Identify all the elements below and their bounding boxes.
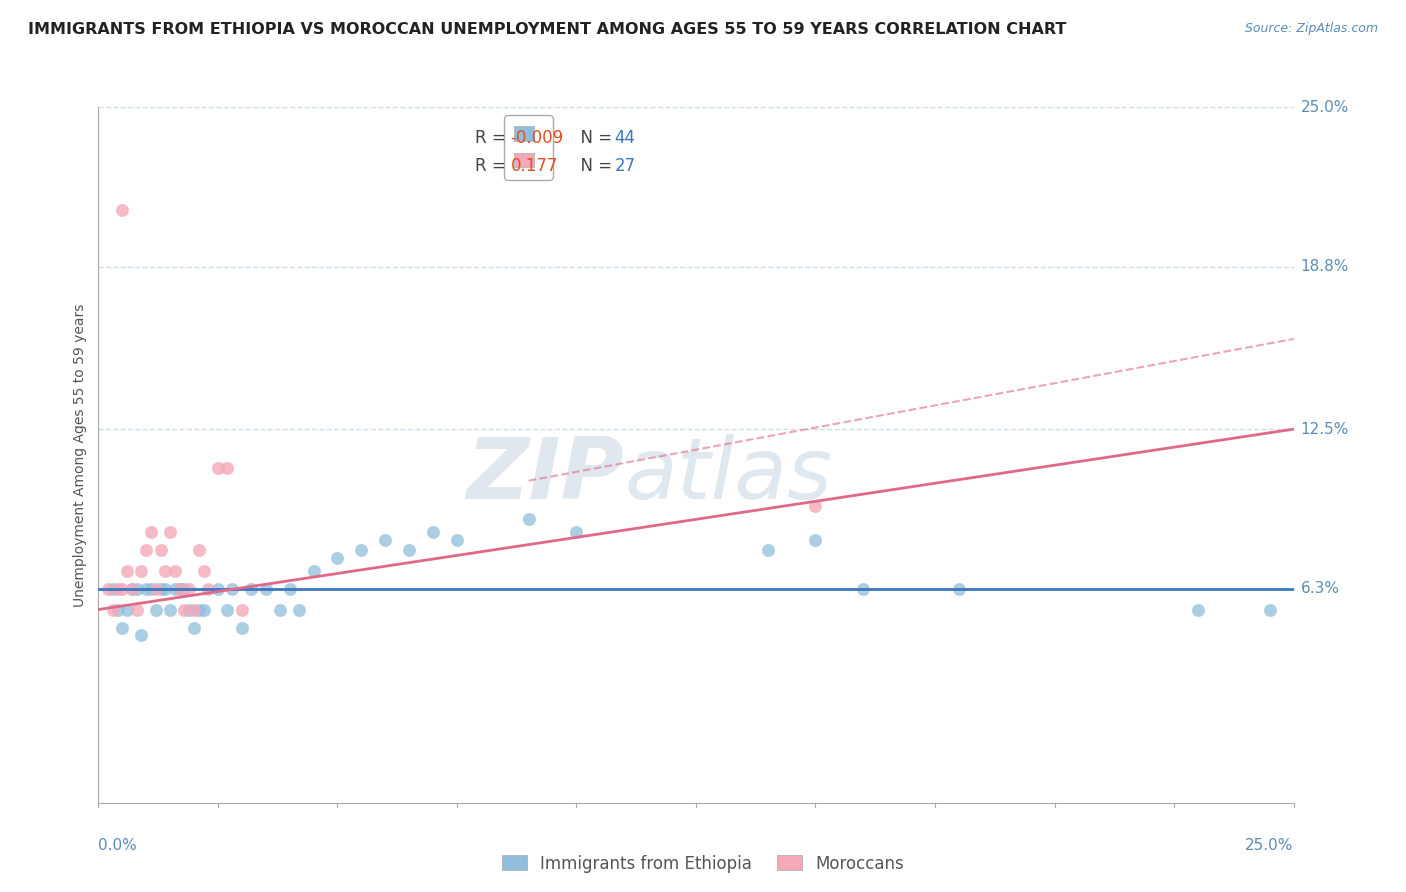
Point bbox=[187, 543, 209, 558]
Text: N =: N = bbox=[571, 157, 617, 175]
Point bbox=[183, 602, 205, 616]
Point bbox=[374, 533, 396, 547]
Point bbox=[159, 525, 181, 540]
Point bbox=[131, 628, 153, 642]
Point bbox=[139, 582, 162, 596]
Point bbox=[101, 582, 124, 596]
Point bbox=[145, 602, 167, 616]
Point bbox=[804, 500, 827, 514]
Point bbox=[107, 582, 129, 596]
Point bbox=[115, 602, 138, 616]
Point bbox=[159, 602, 181, 616]
Point bbox=[207, 460, 229, 475]
Point bbox=[217, 460, 239, 475]
Point bbox=[125, 582, 148, 596]
Point bbox=[139, 525, 162, 540]
Point bbox=[422, 525, 444, 540]
Point bbox=[173, 582, 195, 596]
Point bbox=[149, 543, 172, 558]
Point bbox=[565, 525, 588, 540]
Point bbox=[183, 621, 205, 635]
Point bbox=[193, 564, 215, 578]
Point bbox=[179, 582, 201, 596]
Point bbox=[101, 602, 124, 616]
Point bbox=[169, 582, 191, 596]
Text: ZIP: ZIP bbox=[467, 434, 624, 517]
Point bbox=[121, 582, 143, 596]
Point bbox=[240, 582, 263, 596]
Point bbox=[302, 564, 325, 578]
Text: R =: R = bbox=[475, 129, 510, 147]
Text: atlas: atlas bbox=[624, 434, 832, 517]
Point bbox=[111, 621, 134, 635]
Text: 25.0%: 25.0% bbox=[1246, 838, 1294, 854]
Point bbox=[179, 602, 201, 616]
Text: 0.0%: 0.0% bbox=[98, 838, 138, 854]
Text: -0.009: -0.009 bbox=[510, 129, 564, 147]
Text: Source: ZipAtlas.com: Source: ZipAtlas.com bbox=[1244, 22, 1378, 36]
Point bbox=[107, 602, 129, 616]
Point bbox=[121, 582, 143, 596]
Point bbox=[221, 582, 243, 596]
Point bbox=[288, 602, 311, 616]
Point bbox=[350, 543, 373, 558]
Y-axis label: Unemployment Among Ages 55 to 59 years: Unemployment Among Ages 55 to 59 years bbox=[73, 303, 87, 607]
Point bbox=[111, 582, 134, 596]
Text: 25.0%: 25.0% bbox=[1301, 100, 1348, 114]
Text: 6.3%: 6.3% bbox=[1301, 582, 1340, 597]
Point bbox=[278, 582, 301, 596]
Point bbox=[207, 582, 229, 596]
Point bbox=[115, 564, 138, 578]
Point bbox=[197, 582, 219, 596]
Text: 27: 27 bbox=[614, 157, 636, 175]
Point bbox=[231, 602, 253, 616]
Point bbox=[1187, 602, 1209, 616]
Point bbox=[155, 582, 177, 596]
Text: 12.5%: 12.5% bbox=[1301, 422, 1348, 437]
Point bbox=[135, 582, 157, 596]
Point bbox=[163, 582, 186, 596]
Point bbox=[135, 543, 157, 558]
Point bbox=[852, 582, 875, 596]
Point bbox=[1258, 602, 1281, 616]
Point bbox=[149, 582, 172, 596]
Text: N =: N = bbox=[571, 129, 617, 147]
Point bbox=[145, 582, 167, 596]
Point bbox=[169, 582, 191, 596]
Text: 44: 44 bbox=[614, 129, 636, 147]
Point bbox=[125, 602, 148, 616]
Text: 18.8%: 18.8% bbox=[1301, 260, 1348, 275]
Legend: Immigrants from Ethiopia, Moroccans: Immigrants from Ethiopia, Moroccans bbox=[495, 848, 911, 880]
Point bbox=[517, 512, 540, 526]
Point bbox=[217, 602, 239, 616]
Point bbox=[804, 533, 827, 547]
Point bbox=[948, 582, 970, 596]
Point bbox=[446, 533, 468, 547]
Point bbox=[756, 543, 779, 558]
Point bbox=[97, 582, 120, 596]
Point bbox=[254, 582, 277, 596]
Point bbox=[187, 602, 209, 616]
Point bbox=[111, 203, 134, 218]
Legend: , : , bbox=[505, 115, 553, 179]
Point bbox=[131, 564, 153, 578]
Point bbox=[193, 602, 215, 616]
Point bbox=[398, 543, 420, 558]
Point bbox=[231, 621, 253, 635]
Point bbox=[173, 602, 195, 616]
Point bbox=[163, 564, 186, 578]
Point bbox=[326, 551, 349, 566]
Point bbox=[155, 564, 177, 578]
Text: 0.177: 0.177 bbox=[510, 157, 558, 175]
Text: IMMIGRANTS FROM ETHIOPIA VS MOROCCAN UNEMPLOYMENT AMONG AGES 55 TO 59 YEARS CORR: IMMIGRANTS FROM ETHIOPIA VS MOROCCAN UNE… bbox=[28, 22, 1067, 37]
Text: R =: R = bbox=[475, 157, 516, 175]
Point bbox=[269, 602, 291, 616]
